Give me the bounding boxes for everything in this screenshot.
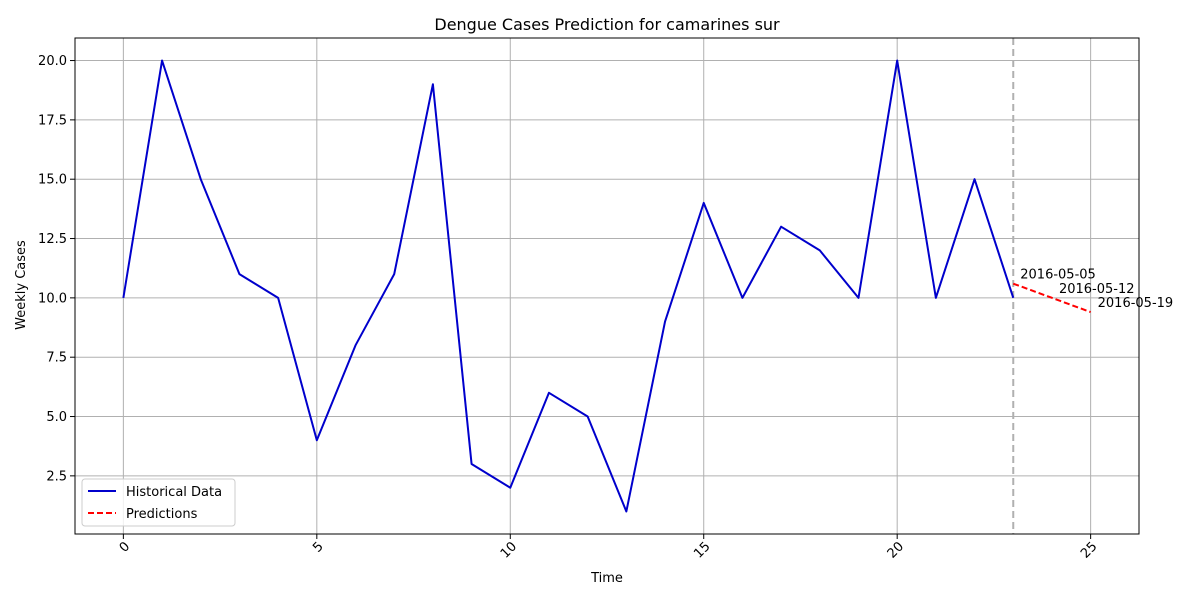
plot-frame [74,37,1140,535]
series-layer [122,59,1091,513]
legend-box [81,478,236,527]
y-tick-label: 10.0 [38,291,67,306]
y-tick-label: 7.5 [46,351,67,366]
y-axis-label: Weekly Cases [14,240,29,330]
prediction-date-label: 2016-05-05 [1020,268,1096,283]
y-tick-label: 12.5 [38,232,67,247]
prediction-date-label: 2016-05-12 [1059,282,1135,297]
y-tick-label: 20.0 [38,54,67,69]
y-tick-label: 2.5 [46,469,67,484]
legend: Historical Data Predictions [81,478,236,527]
legend-label: Historical Data [126,485,222,500]
y-tick-label: 17.5 [38,113,67,128]
grid-layer [75,38,1139,534]
y-axis-ticks: 2.5 5.0 7.5 10.0 12.5 15.0 17.5 20.0 [38,54,75,484]
predictions-line [1012,282,1091,314]
y-tick-label: 15.0 [38,173,67,188]
chart-title: Dengue Cases Prediction for camarines su… [434,15,780,34]
y-tick-label: 5.0 [46,410,67,425]
historical-data-line [122,59,1015,513]
x-axis-label: Time [590,571,623,586]
prediction-date-label: 2016-05-19 [1098,296,1174,311]
legend-label: Predictions [126,507,198,522]
